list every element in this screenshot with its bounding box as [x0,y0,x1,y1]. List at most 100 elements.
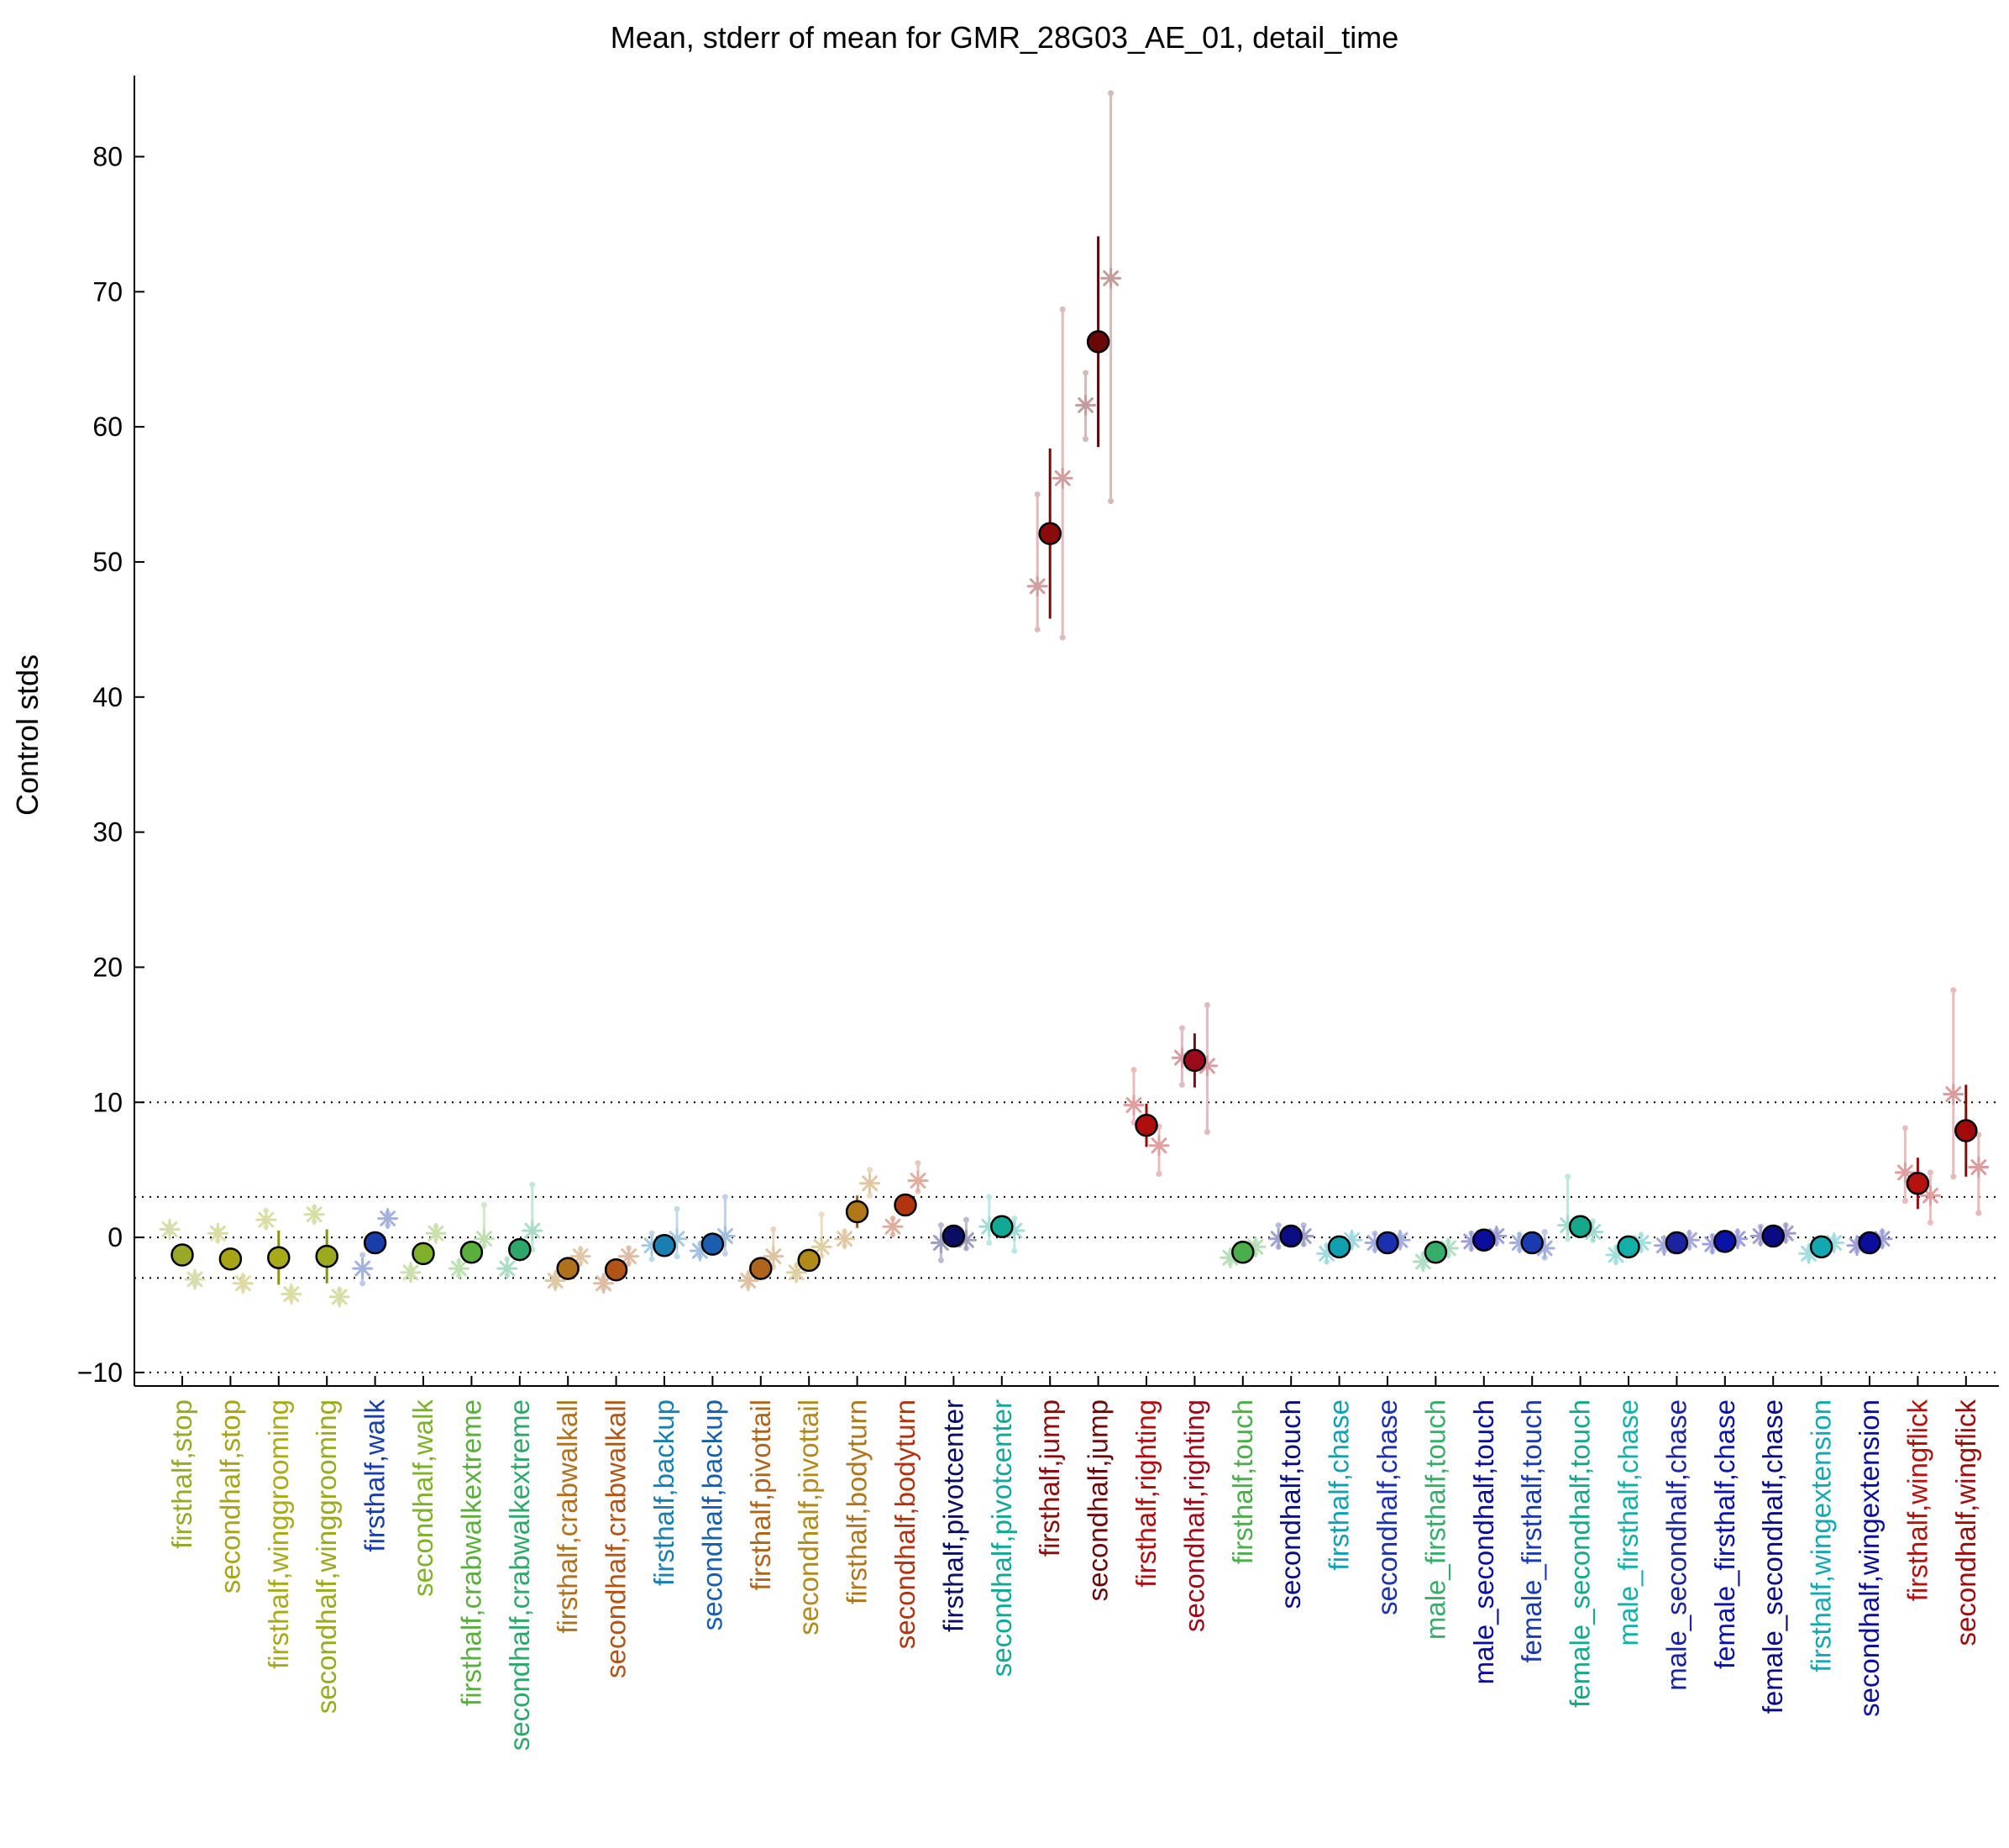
star-stroke [258,1211,275,1228]
mean-marker [1954,1119,1978,1142]
x-tick-label: secondhalf,jump [1083,1399,1114,1601]
star-stroke [862,1175,879,1192]
category-marks [159,1218,206,1290]
category-marks [737,1226,784,1292]
mean-marker [1086,330,1110,354]
star-stroke [1054,470,1071,486]
category-marks [255,1207,302,1305]
category-marks [1894,1125,1941,1226]
x-tick-label: firsthalf,pivotcenter [937,1399,968,1632]
mean-marker [894,1193,917,1217]
category-marks [1605,1231,1652,1266]
category-marks [1461,1225,1508,1252]
x-tick-label: secondhalf,winggrooming [311,1399,342,1714]
mean-marker [797,1248,821,1273]
mean-marker [653,1233,676,1257]
mean-marker [315,1244,338,1268]
mean-marker [1424,1241,1448,1264]
star-stroke [1078,396,1094,413]
mean-marker [700,1232,725,1256]
experiment-mean-marker [255,1209,277,1231]
fly-point [1011,1247,1018,1254]
x-tick-label: firsthalf,bodyturn [842,1399,873,1604]
mean-marker [170,1243,194,1267]
x-tick-label: secondhalf,touch [1275,1399,1306,1609]
x-tick-label: firsthalf,touch [1227,1399,1258,1564]
fly-point [1034,491,1041,498]
mean-marker [749,1257,773,1280]
star-stroke [1896,1164,1913,1181]
mean-marker [556,1257,580,1280]
fly-point [1975,1210,1982,1216]
fly-point [1927,1169,1933,1176]
fly-point [1565,1173,1571,1180]
mean-marker [459,1241,484,1264]
fly-point [1034,626,1041,633]
fly-point [721,1194,728,1200]
experiment-mean-marker [810,1236,832,1257]
mean-marker [1472,1228,1496,1252]
mean-marker [1906,1172,1930,1195]
fly-point [674,1253,680,1260]
x-tick-label: firsthalf,wingextension [1806,1399,1837,1672]
experiment-mean-marker [303,1204,325,1226]
fly-point [1156,1171,1162,1178]
experiment-mean-marker [1075,394,1097,416]
category-marks [1075,90,1122,505]
category-marks [448,1201,495,1279]
experiment-mean-marker [473,1228,495,1250]
x-tick-label: secondhalf,chase [1372,1399,1403,1615]
fly-point [1565,1236,1571,1242]
fly-point [1178,1081,1185,1088]
star-stroke [450,1260,467,1277]
experiment-mean-marker [882,1215,904,1237]
star-stroke [161,1221,178,1237]
y-tick-label: 70 [92,276,123,307]
star-stroke [186,1271,203,1288]
fly-point [529,1181,536,1188]
experiment-mean-marker [328,1286,350,1308]
mean-marker [990,1215,1014,1238]
star-stroke [1029,578,1046,595]
fly-point [648,1230,655,1236]
experiment-mean-marker [859,1173,881,1194]
mean-marker [1809,1235,1833,1259]
x-tick-label: female_firsthalf,touch [1516,1399,1547,1663]
mean-marker [1183,1048,1207,1073]
mean-marker [845,1200,869,1224]
x-tick-label: firsthalf,righting [1130,1399,1162,1588]
x-tick-labels: firsthalf,stop secondhalf,stop firsthalf,w… [166,1399,1981,1751]
x-ticks [181,1376,1967,1386]
experiment-mean-marker [1943,1084,1964,1105]
category-marks [834,1167,881,1250]
x-tick-label: secondhalf,wingextension [1854,1399,1885,1717]
fly-point [915,1188,921,1194]
star-stroke [354,1260,371,1277]
fly-point [1275,1222,1282,1229]
fly-point [867,1167,873,1173]
fly-point [1178,1025,1185,1032]
x-tick-label: male_firsthalf,touch [1419,1399,1450,1640]
experiment-mean-marker [1968,1156,1990,1178]
axes [134,76,1999,1387]
experiment-mean-marker [352,1257,374,1279]
star-stroke [234,1275,251,1292]
experiment-mean-marker [834,1228,856,1250]
x-tick-label: firsthalf,wingflick [1901,1399,1933,1602]
category-marks [882,1160,929,1238]
fly-point [770,1226,777,1232]
data-marks [159,90,1990,1308]
fly-point [1108,90,1115,97]
star-stroke [884,1218,901,1235]
fly-point [1059,306,1066,312]
fly-point [359,1280,366,1287]
experiment-mean-marker [425,1222,447,1244]
category-marks [352,1208,399,1287]
x-tick-label: firsthalf,pivottail [745,1399,776,1590]
category-marks [785,1211,832,1284]
fly-point [1541,1229,1548,1236]
category-marks [1653,1229,1700,1257]
category-marks [1267,1222,1314,1250]
y-tick-label: 60 [92,412,123,442]
x-tick-label: secondhalf,stop [214,1399,245,1593]
